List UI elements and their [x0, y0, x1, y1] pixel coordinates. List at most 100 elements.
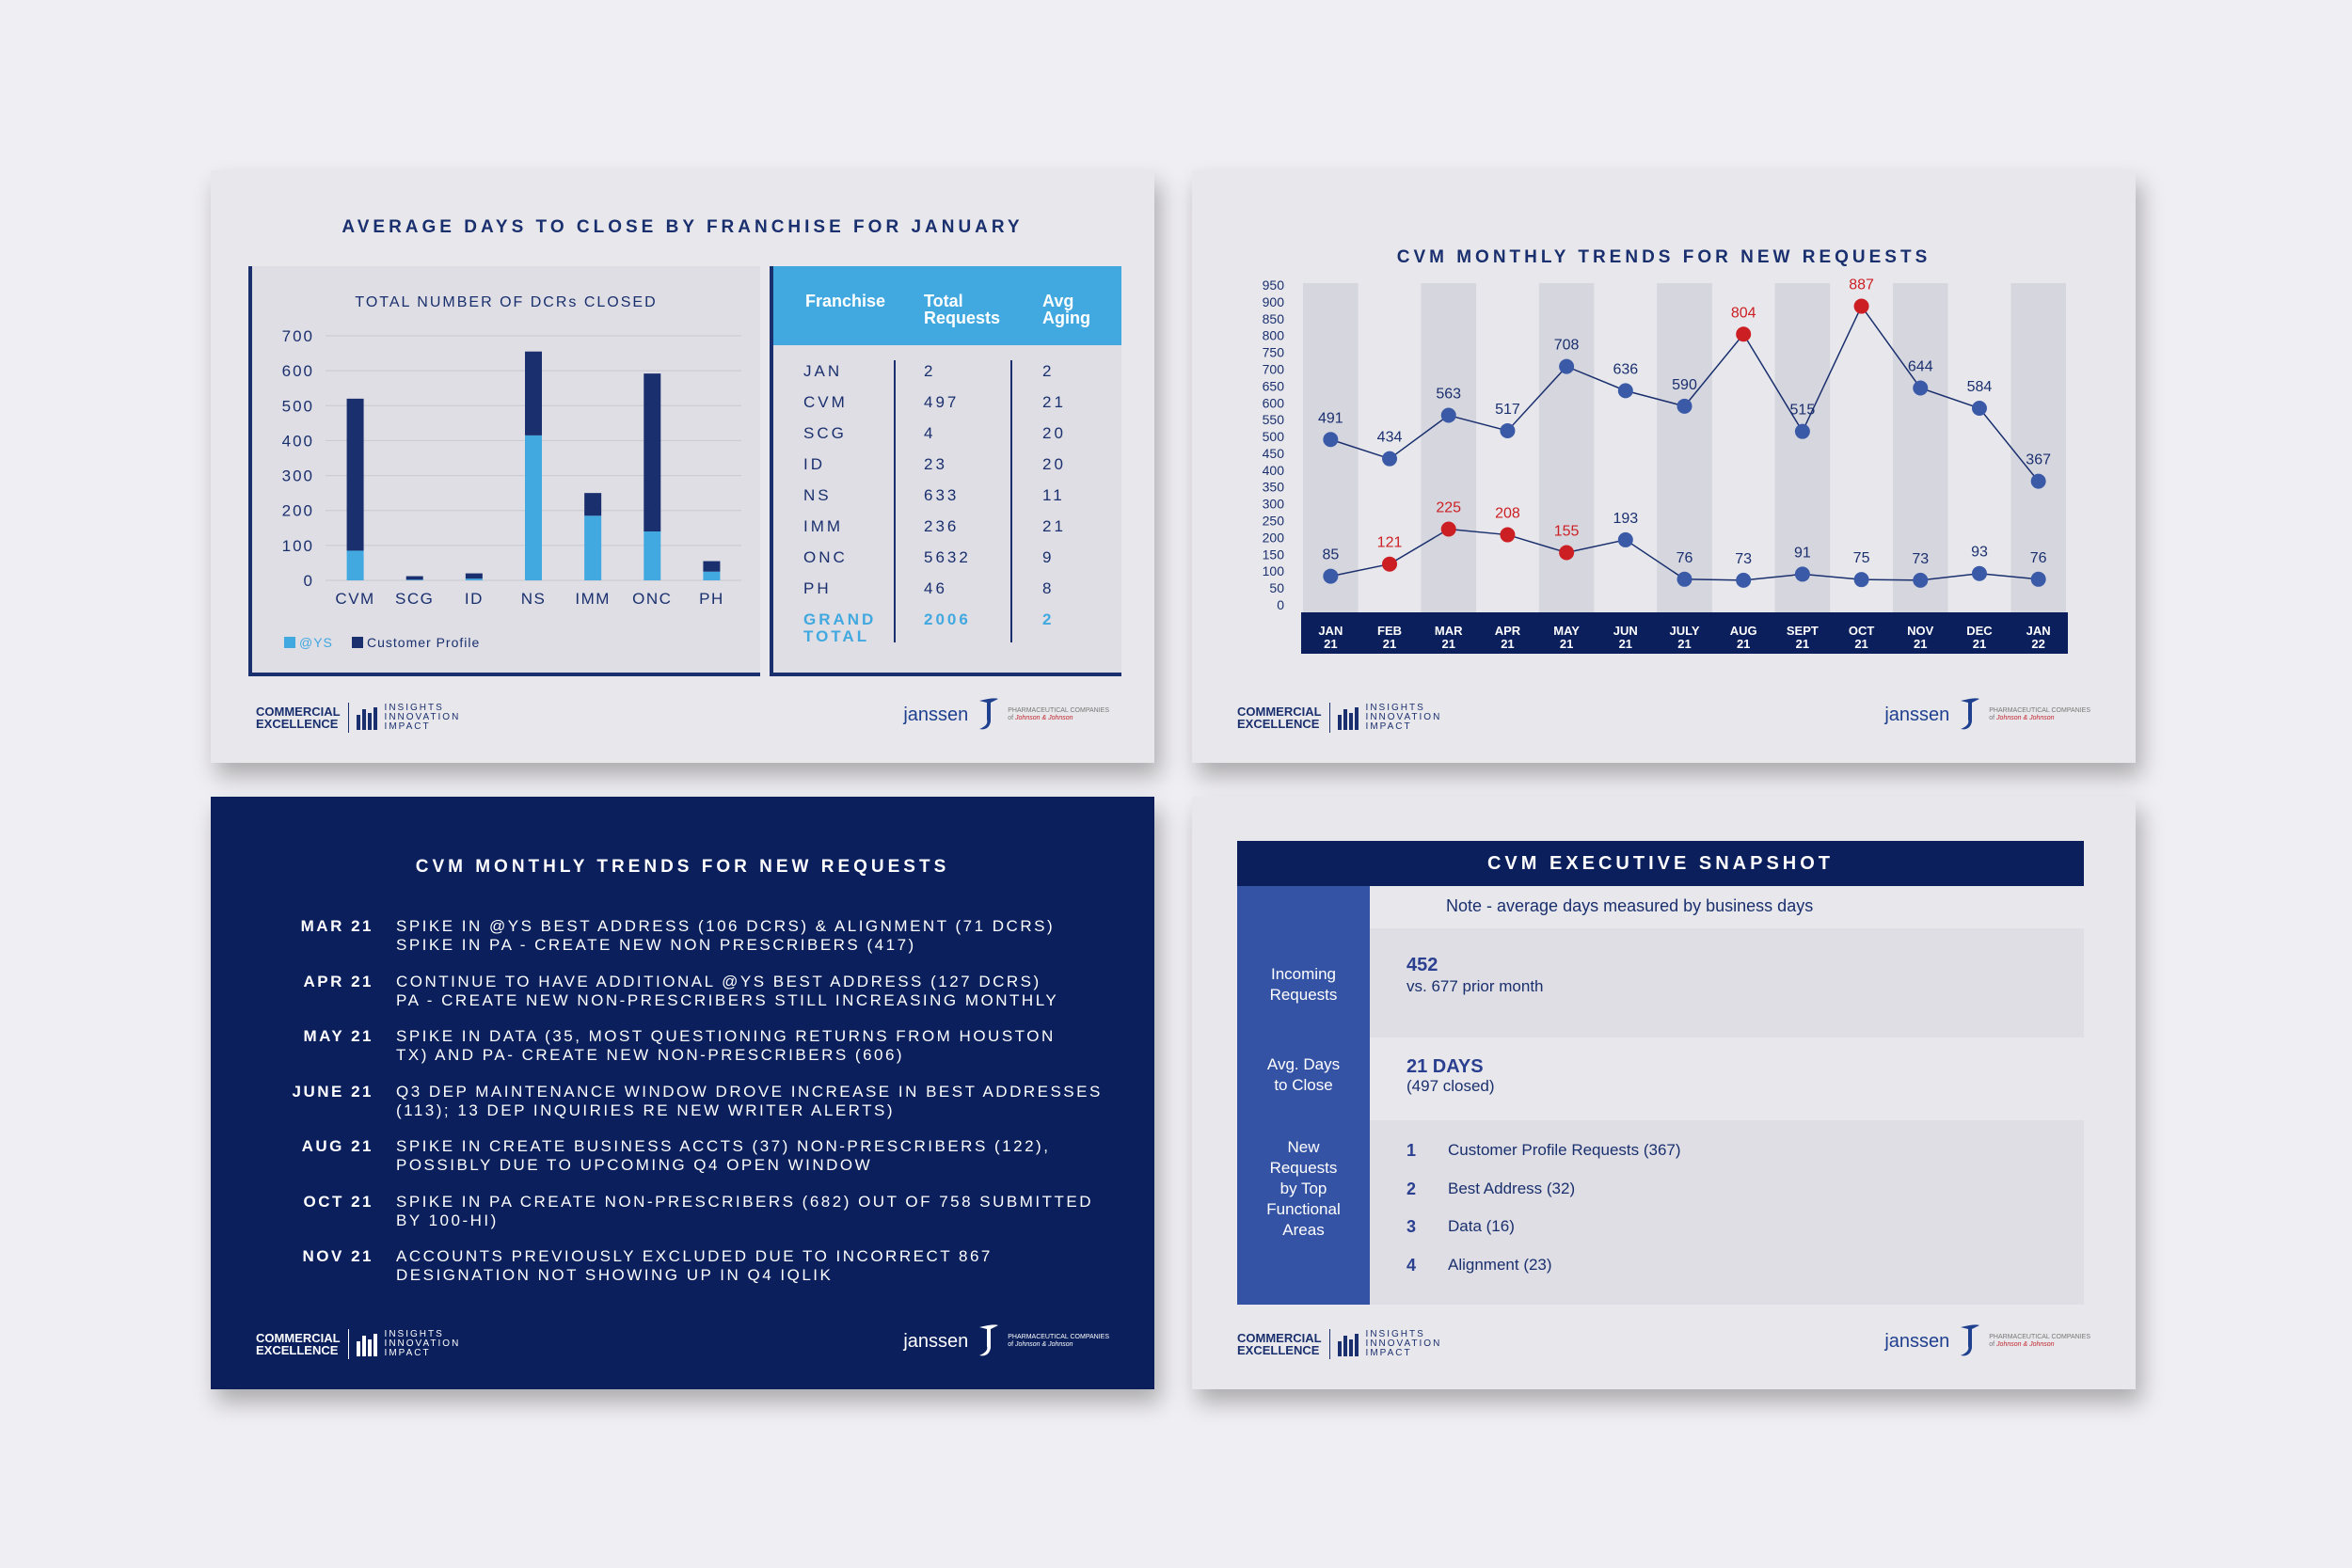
bar-ys	[405, 579, 423, 580]
header-franchise: Franchise	[805, 292, 886, 310]
data-label: 636	[1613, 361, 1638, 377]
x-tick-label: MAY	[1553, 624, 1580, 638]
y-tick-label: 550	[1263, 412, 1285, 427]
iii-line3: IMPACT	[1365, 721, 1412, 732]
bar-ys	[584, 515, 602, 580]
cell-franchise: IMM	[803, 517, 844, 535]
data-label: 367	[2026, 452, 2051, 468]
data-label: 208	[1495, 506, 1520, 522]
data-point	[2030, 571, 2046, 587]
trend-note-line: (113); 13 DEP INQUIRIES RE NEW WRITER AL…	[396, 1101, 896, 1119]
cell-aging: 8	[1042, 579, 1055, 597]
areas-label-line: by Top	[1279, 1180, 1327, 1197]
data-point	[1323, 432, 1339, 448]
trend-note-date: JUNE 21	[292, 1082, 373, 1101]
pharma-line1: PHARMACEUTICAL COMPANIES	[1008, 1334, 1109, 1340]
iii-line1: INSIGHTS	[384, 1329, 444, 1339]
ce-line1: COMMERCIAL	[1237, 1331, 1322, 1345]
bar-chart: TOTAL NUMBER OF DCRs CLOSED 0 100 200 300 40…	[282, 294, 741, 650]
avg-label-2: to Close	[1274, 1076, 1333, 1094]
x-tick-label: JULY	[1669, 624, 1699, 638]
trend-note-line: SPIKE IN @YS BEST ADDRESS (106 DCRS) & A…	[396, 917, 1056, 935]
bar-customer-profile	[346, 398, 364, 551]
x-tick-label: 21	[1324, 637, 1337, 651]
trend-note-date: APR 21	[303, 972, 373, 990]
trend-note-text: SPIKE IN CREATE BUSINESS ACCTS (37) NON-…	[396, 1137, 1111, 1175]
pharma-of: of	[1989, 1341, 1995, 1348]
data-point	[1323, 568, 1339, 584]
y-tick-label: 450	[1263, 446, 1285, 461]
grand-total-label-1: GRAND	[803, 610, 877, 628]
cell-requests: 2	[924, 362, 936, 380]
y-tick-label: 850	[1263, 311, 1285, 326]
ce-line1: COMMERCIAL	[256, 1331, 341, 1345]
y-tick-label: 700	[282, 327, 314, 345]
y-tick-label: 300	[282, 467, 314, 485]
x-tick-label: 22	[2031, 637, 2044, 651]
column-band	[1892, 283, 1948, 612]
y-tick-label: 650	[1263, 378, 1285, 393]
x-tick-label: MAR	[1435, 624, 1463, 638]
ce-line2: EXCELLENCE	[256, 1343, 339, 1357]
x-tick-label: APR	[1495, 624, 1521, 638]
areas-band	[1370, 1120, 2084, 1305]
legend-label: Customer Profile	[367, 635, 480, 650]
avg-label-1: Avg. Days	[1266, 1055, 1341, 1073]
logo-divider	[347, 1329, 349, 1359]
trend-note-line: PA - CREATE NEW NON-PRESCRIBERS STILL IN…	[396, 990, 1059, 1009]
trend-note-text: Q3 DEP MAINTENANCE WINDOW DROVE INCREASE…	[396, 1083, 1111, 1120]
trend-note-date: NOV 21	[302, 1247, 373, 1265]
bar-ys	[346, 550, 364, 580]
y-tick-label: 50	[1269, 580, 1284, 595]
y-tick-label: 700	[1263, 361, 1285, 376]
pharma-line1: PHARMACEUTICAL COMPANIES	[1989, 1334, 2090, 1340]
trend-note-line: CONTINUE TO HAVE ADDITIONAL @YS BEST ADD…	[396, 972, 1041, 990]
y-tick-label: 100	[1263, 563, 1285, 578]
pharma-of: of	[1008, 1341, 1014, 1348]
table-row: SCG 4 20	[773, 424, 1121, 454]
bar-chart-title: TOTAL NUMBER OF DCRs CLOSED	[355, 294, 657, 310]
area-item: Alignment (23)	[1448, 1255, 1552, 1274]
trend-note-text: SPIKE IN @YS BEST ADDRESS (106 DCRS) & A…	[396, 917, 1111, 955]
cell-requests: 23	[924, 455, 947, 473]
iii-line2: INNOVATION	[384, 712, 461, 722]
x-tick-label: 21	[1914, 637, 1927, 651]
trend-note-text: CONTINUE TO HAVE ADDITIONAL @YS BEST ADD…	[396, 973, 1111, 1010]
slide-cvm-monthly-trends-chart: CVM MONTHLY TRENDS FOR NEW REQUESTS 0 50 1…	[1192, 170, 2136, 763]
jj-wordmark: Johnson & Johnson	[1996, 1341, 2055, 1348]
cell-requests: 46	[924, 579, 947, 597]
trend-note-line: TX) AND PA- CREATE NEW NON-PRESCRIBERS (…	[396, 1046, 905, 1064]
x-tick-label: ONC	[632, 590, 672, 608]
pharma-of: of	[1989, 715, 1995, 721]
data-point	[1440, 521, 1456, 537]
snapshot-label-column	[1237, 886, 1370, 1305]
bars-icon	[1337, 1334, 1359, 1356]
x-tick-label: JAN	[2026, 624, 2051, 638]
data-label: 193	[1613, 511, 1638, 527]
grand-total-aging: 2	[1042, 610, 1055, 628]
legend-label: @YS	[299, 635, 333, 650]
data-point	[1559, 358, 1575, 374]
pharma-line1: PHARMACEUTICAL COMPANIES	[1008, 707, 1109, 714]
janssen-logo: janssen PHARMACEUTICAL COMPANIES of Johns…	[1884, 697, 2090, 733]
cell-requests: 4	[924, 424, 936, 442]
trend-note-line: SPIKE IN DATA (35, MOST QUESTIONING RETU…	[396, 1027, 1056, 1045]
slide1-title: AVERAGE DAYS TO CLOSE BY FRANCHISE FOR J…	[342, 217, 1024, 237]
y-tick-label: 250	[1263, 514, 1285, 529]
x-tick-label: 21	[1383, 637, 1396, 651]
data-point	[1913, 572, 1929, 588]
column-band	[2010, 283, 2066, 612]
snapshot-title: CVM EXECUTIVE SNAPSHOT	[1237, 841, 2084, 886]
y-tick-label: 150	[1263, 546, 1285, 562]
trend-note-line: POSSIBLY DUE TO UPCOMING Q4 OPEN WINDOW	[396, 1156, 873, 1174]
iii-line3: IMPACT	[384, 1348, 431, 1358]
y-tick-label: 750	[1263, 345, 1285, 360]
data-label: 517	[1495, 402, 1520, 418]
x-tick-label: 21	[1854, 637, 1867, 651]
data-point	[2030, 473, 2046, 489]
y-tick-label: 200	[282, 502, 314, 520]
y-tick-label: 0	[1277, 597, 1284, 612]
bar-customer-profile	[703, 561, 721, 572]
y-tick-label: 400	[1263, 463, 1285, 478]
